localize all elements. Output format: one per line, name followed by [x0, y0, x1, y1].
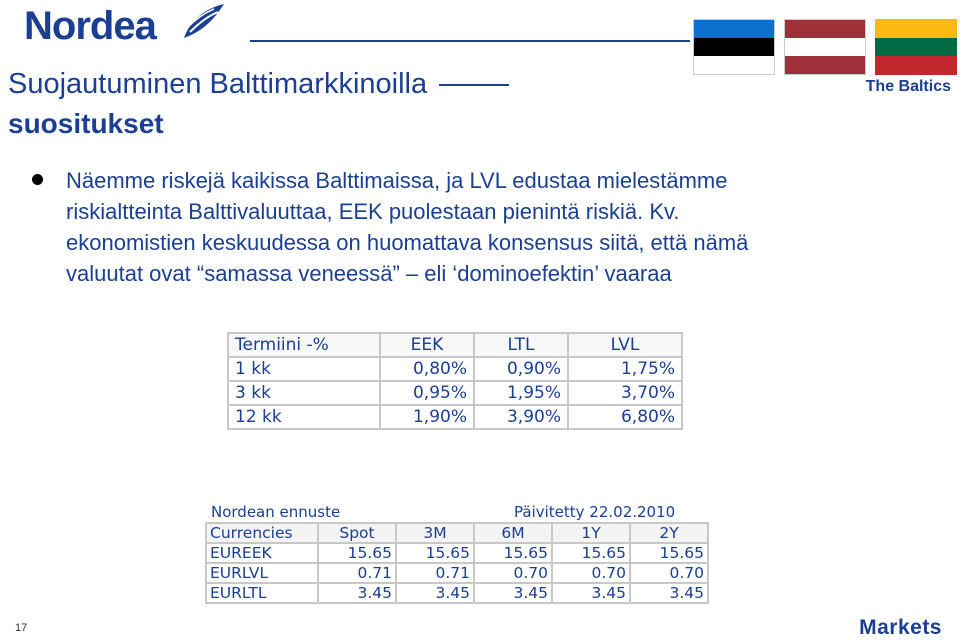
estonia-flag [693, 19, 775, 75]
table-row: 12 kk 1,90% 3,90% 6,80% [229, 406, 681, 428]
page-number: 17 [15, 622, 28, 634]
table-cell: 12 kk [229, 406, 379, 428]
table-cell: 0.71 [319, 564, 395, 582]
table-cell: 3.45 [631, 584, 707, 602]
forecast-caption: Nordean ennuste [211, 503, 341, 521]
table-cell: 15.65 [319, 544, 395, 562]
table-cell: 15.65 [553, 544, 629, 562]
table-cell: 3 kk [229, 382, 379, 404]
page-title: Suojautuminen Balttimarkkinoilla [8, 68, 510, 101]
table-row: 3 kk 0,95% 1,95% 3,70% [229, 382, 681, 404]
table-cell: 15.65 [631, 544, 707, 562]
table-cell: 0.70 [553, 564, 629, 582]
forward-rate-table: Termiini -% EEK LTL LVL 1 kk 0,80% 0,90%… [227, 332, 683, 430]
table-cell: 0.70 [631, 564, 707, 582]
header-cell: EEK [381, 334, 473, 356]
header-cell: 3M [397, 524, 473, 542]
bullet-line: riskialtteinta Balttivaluuttaa, EEK puol… [66, 199, 680, 224]
header-cell: 1Y [553, 524, 629, 542]
header-cell: 2Y [631, 524, 707, 542]
table-cell: 0,90% [475, 358, 567, 380]
header-cell: LVL [569, 334, 681, 356]
table-header-row: Termiini -% EEK LTL LVL [229, 334, 681, 356]
table-cell: 1,75% [569, 358, 681, 380]
table-row: EUREEK 15.65 15.65 15.65 15.65 15.65 [207, 544, 707, 562]
title-dash [439, 84, 510, 87]
forecast-updated: Päivitetty 22.02.2010 [514, 503, 676, 521]
table-cell: 3,90% [475, 406, 567, 428]
bullet-line: valuutat ovat “samassa veneessä” – eli ‘… [66, 261, 672, 286]
bullet-line: ekonomistien keskuudessa on huomattava k… [66, 230, 749, 255]
logo-text: Nordea [24, 4, 157, 48]
table-cell: 0,95% [381, 382, 473, 404]
header-cell: 6M [475, 524, 551, 542]
table-cell: 15.65 [475, 544, 551, 562]
page-subtitle: suositukset [8, 108, 164, 139]
header-cell: Spot [319, 524, 395, 542]
lithuania-flag [875, 19, 957, 75]
table-row: EURLTL 3.45 3.45 3.45 3.45 3.45 [207, 584, 707, 602]
table-row: EURLVL 0.71 0.71 0.70 0.70 0.70 [207, 564, 707, 582]
latvia-flag [784, 19, 866, 75]
table-header-row: Currencies Spot 3M 6M 1Y 2Y [207, 524, 707, 542]
table-row: 1 kk 0,80% 0,90% 1,75% [229, 358, 681, 380]
forecast-table: Currencies Spot 3M 6M 1Y 2Y EUREEK 15.65… [205, 522, 709, 604]
table-cell: EURLTL [207, 584, 317, 602]
table-cell: 0.70 [475, 564, 551, 582]
table-cell: 0,80% [381, 358, 473, 380]
table-cell: 0.71 [397, 564, 473, 582]
bullet-text: Näemme riskejä kaikissa Balttimaissa, ja… [66, 165, 916, 289]
table-cell: EUREEK [207, 544, 317, 562]
table-cell: 3.45 [397, 584, 473, 602]
region-tag: The Baltics [865, 78, 951, 95]
nordea-logo: Nordea [24, 4, 157, 49]
table-cell: 6,80% [569, 406, 681, 428]
nordea-sail-icon [184, 4, 224, 38]
table-cell: 1,90% [381, 406, 473, 428]
header-rule [250, 40, 690, 42]
table-cell: 3.45 [553, 584, 629, 602]
header-cell: LTL [475, 334, 567, 356]
markets-logo: Markets [859, 616, 942, 639]
bullet-line: Näemme riskejä kaikissa Balttimaissa, ja… [66, 168, 728, 193]
table-cell: 1 kk [229, 358, 379, 380]
table-cell: 3.45 [319, 584, 395, 602]
header-cell: Currencies [207, 524, 317, 542]
table-cell: EURLVL [207, 564, 317, 582]
table-cell: 15.65 [397, 544, 473, 562]
table-cell: 1,95% [475, 382, 567, 404]
table-cell: 3,70% [569, 382, 681, 404]
table-cell: 3.45 [475, 584, 551, 602]
header-cell: Termiini -% [229, 334, 379, 356]
bullet-dot-icon [32, 174, 43, 185]
